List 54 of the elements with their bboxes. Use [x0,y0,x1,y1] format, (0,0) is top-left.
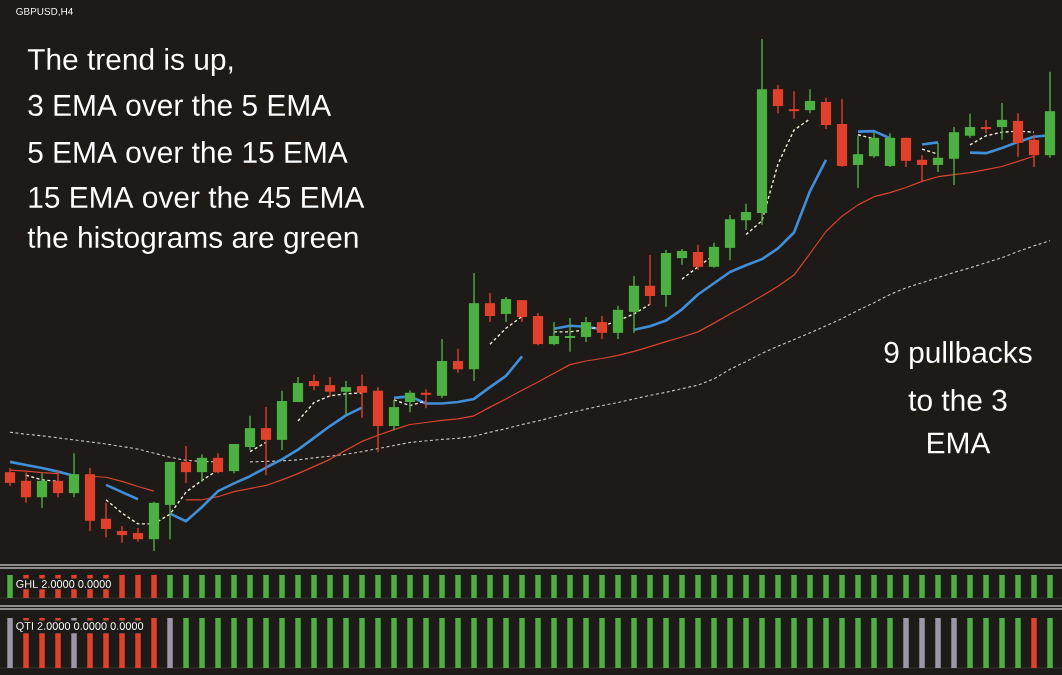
annotation: to the 3 [908,389,1007,411]
candlestick [804,88,816,114]
candlestick [516,299,528,323]
candlestick [740,203,752,231]
chart-title: QTI 2.0000 0.0000 0.0000 [16,622,144,632]
candlestick [900,137,912,168]
candlestick [580,316,592,343]
candlestick [180,445,192,484]
annotation: 9 pullbacks [884,341,1032,369]
candlestick [852,135,864,189]
candlestick [260,406,272,476]
candlestick [500,296,512,323]
candlestick [644,254,656,306]
candlestick [68,452,80,498]
candlestick [932,142,944,173]
annotation: the histograms are green [27,226,358,254]
candlestick [116,525,128,544]
candlestick [308,374,320,391]
annotation: The trend is up, [27,48,233,76]
candlestick [596,315,608,340]
candlestick [708,242,720,269]
candlestick [292,376,304,403]
annotation: 3 EMA over the 5 EMA [28,94,332,116]
candlestick [52,469,64,498]
candlestick [964,113,976,139]
candlestick [772,84,784,114]
candlestick [452,348,464,374]
candlestick [788,90,800,120]
candlestick [196,453,208,483]
candlestick [340,380,352,416]
candlestick [420,388,432,409]
annotation: 15 EMA over the 45 EMA [29,186,365,208]
candlestick [980,119,992,134]
candlestick [388,399,400,431]
candlestick [1012,112,1024,158]
annotation: 5 EMA over the 15 EMA [28,141,348,163]
candlestick [612,305,624,340]
candlestick [692,244,704,271]
candlestick [563,317,577,353]
candlestick [996,102,1008,141]
chart-title: GBPUSD,H4 [16,7,73,17]
annotation: EMA [928,432,991,454]
candlestick [548,321,560,346]
candlestick [484,292,496,323]
candlestick [100,502,112,538]
candlestick [244,415,256,451]
candlestick [868,131,880,159]
chart-title: GHL 2.0000 0.0000 [16,580,111,588]
candlestick [404,389,416,413]
candlestick [356,374,368,419]
candlestick [212,452,224,474]
candlestick [820,97,832,130]
candlestick [324,376,336,398]
candlestick [36,472,48,509]
